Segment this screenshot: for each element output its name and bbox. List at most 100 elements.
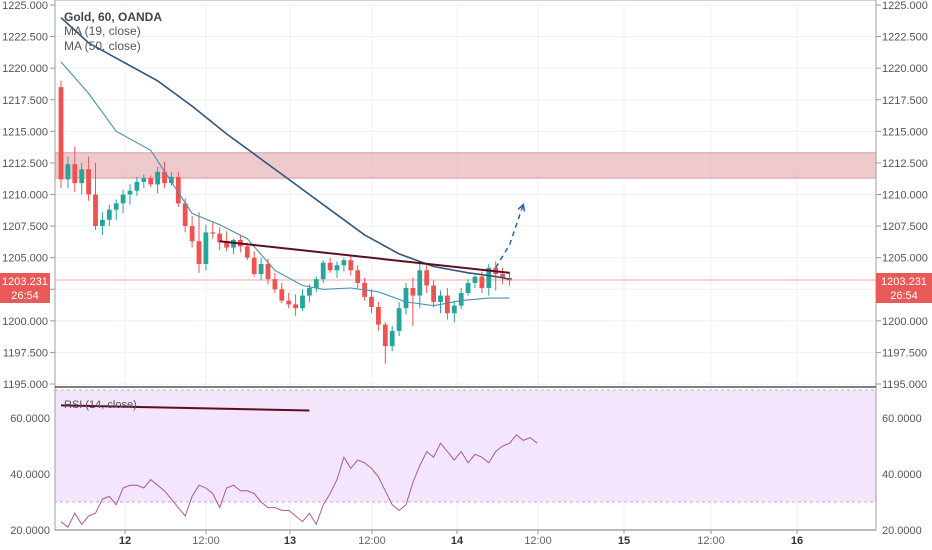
ma50-line [60, 17, 510, 280]
candle-body [486, 267, 492, 288]
rsi-tick-label-left: 60.0000 [10, 413, 50, 425]
resistance-zone [54, 152, 877, 179]
price-tick-label-left: 1210.000 [2, 190, 48, 202]
candle-body [438, 295, 443, 302]
candle-body [189, 226, 195, 242]
ma50-label: MA (50, close) [64, 39, 141, 53]
time-tick-label: 14 [451, 535, 464, 547]
candle-body [169, 176, 174, 184]
time-tick-label: 13 [284, 535, 296, 547]
candle-body [134, 181, 140, 191]
candle-body [258, 263, 264, 275]
price-tick-label-left: 1200.000 [2, 316, 48, 328]
candle-body [162, 171, 167, 184]
price-tick-label-left: 1215.000 [2, 126, 48, 138]
candle-body [382, 324, 388, 347]
candle-body [265, 263, 271, 280]
rsi-tick-label-right: 20.0000 [882, 525, 922, 537]
price-tick-label-left: 1225.000 [2, 0, 48, 12]
candle-body [231, 239, 236, 248]
candle-body [182, 203, 188, 227]
candle-body [507, 277, 512, 281]
time-tick-label: 12:00 [697, 535, 725, 547]
candle-body [410, 287, 416, 296]
time-tick-label: 12:00 [192, 535, 220, 547]
candle-body [93, 194, 98, 227]
price-tick-label-right: 1222.500 [882, 32, 928, 44]
candle-body [403, 287, 409, 309]
price-tick-label-right: 1212.500 [882, 158, 928, 170]
price-tick-label-right: 1195.000 [882, 379, 927, 391]
price-tick-label-right: 1200.000 [882, 316, 928, 328]
price-tick-label-left: 1220.000 [2, 63, 48, 75]
time-tick-label: 12:00 [358, 535, 386, 547]
candle-body [300, 295, 305, 309]
candle-body [141, 178, 147, 182]
candle-body [472, 276, 478, 283]
candle-body [327, 262, 333, 271]
candle-body [155, 171, 160, 185]
price-tick-label-right: 1207.500 [882, 221, 928, 233]
rsi-tick-label-left: 20.0000 [10, 525, 50, 537]
candle-body [334, 265, 340, 271]
price-tick-label-right: 1217.500 [882, 95, 928, 107]
countdown-left: 26:54 [11, 290, 39, 302]
last-price-left: 1203.231 [2, 276, 48, 288]
price-tick-label-right: 1220.000 [882, 63, 928, 75]
chart-title: Gold, 60, OANDA [64, 10, 162, 24]
candle-body [65, 164, 71, 180]
time-tick-label: 16 [791, 535, 803, 547]
neckline-trendline [219, 240, 510, 274]
last-price-tag-right: 1203.231 26:54 [876, 273, 932, 303]
last-price-tag-left: 1203.231 26:54 [0, 273, 50, 303]
candle-body [203, 232, 209, 264]
candle-body [72, 164, 78, 184]
candle-body [286, 300, 292, 305]
time-tick-label: 12:00 [524, 535, 552, 547]
price-tick-label-left: 1217.500 [2, 95, 48, 107]
candle-body [175, 176, 181, 204]
rsi-line [60, 434, 538, 528]
candle-body [389, 330, 395, 347]
candle-body [307, 287, 312, 296]
candle-body [217, 233, 223, 243]
candle-body [272, 279, 278, 290]
price-tick-label-right: 1197.500 [882, 347, 927, 359]
ma19-label: MA (19, close) [64, 24, 141, 38]
countdown-right: 26:54 [890, 290, 918, 302]
candle-body [210, 232, 216, 234]
candle-body [417, 270, 423, 296]
candle-body [341, 260, 347, 266]
candle-body [396, 308, 402, 331]
price-tick-label-left: 1197.500 [3, 347, 48, 359]
price-tick-label-left: 1222.500 [2, 32, 48, 44]
candle-body [445, 295, 450, 314]
rsi-tick-label-right: 60.0000 [882, 413, 922, 425]
price-tick-label-left: 1205.000 [2, 253, 48, 265]
price-tick-label-left: 1195.000 [3, 379, 48, 391]
candle-body [148, 178, 154, 185]
candle-body [458, 293, 464, 306]
candle-body [479, 276, 485, 288]
candle-body [224, 242, 229, 248]
candle-body [465, 282, 471, 294]
candle-body [431, 285, 436, 302]
rsi-tick-label-left: 40.0000 [10, 469, 50, 481]
price-tick-label-right: 1225.000 [882, 0, 928, 12]
candles [58, 80, 512, 364]
rsi-trendline [60, 404, 310, 412]
candle-body [79, 169, 85, 184]
time-tick-label: 15 [618, 535, 630, 547]
price-tick-label-left: 1212.500 [2, 158, 48, 170]
candle-body [320, 262, 326, 280]
frame [54, 0, 877, 531]
price-tick-label-right: 1215.000 [882, 126, 928, 138]
candle-body [369, 296, 374, 307]
candle-body [113, 203, 119, 210]
price-tick-label-right: 1210.000 [882, 190, 928, 202]
candle-body [293, 304, 298, 309]
last-price-right: 1203.231 [881, 276, 927, 288]
candle-body [251, 257, 257, 275]
candle-body [120, 194, 126, 204]
candle-body [424, 270, 430, 286]
